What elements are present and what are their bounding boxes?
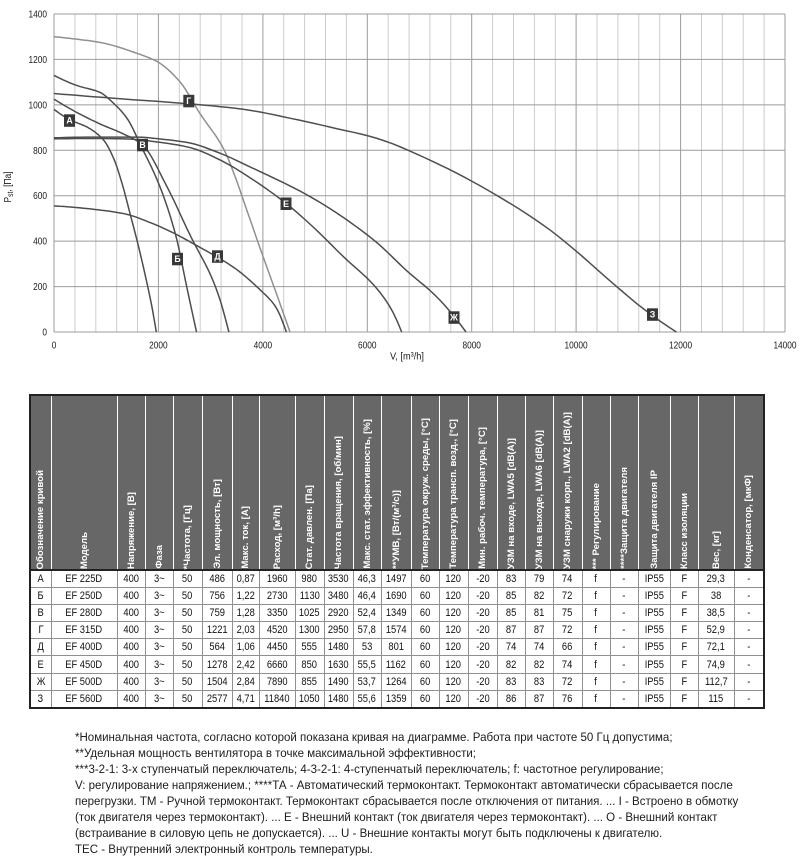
svg-text:4000: 4000 — [254, 341, 273, 352]
svg-text:Ж: Ж — [449, 313, 458, 323]
svg-text:2000: 2000 — [149, 341, 168, 352]
svg-text:V, [m³/h]: V, [m³/h] — [390, 352, 424, 363]
svg-text:Г: Г — [186, 96, 191, 106]
svg-text:Д: Д — [214, 252, 221, 262]
svg-text:600: 600 — [33, 191, 47, 202]
svg-text:0: 0 — [42, 328, 47, 339]
svg-text:10000: 10000 — [565, 341, 588, 352]
svg-text:В: В — [139, 140, 145, 150]
svg-text:1200: 1200 — [29, 55, 48, 66]
svg-text:Pst, [Па]: Pst, [Па] — [3, 171, 15, 202]
svg-text:14000: 14000 — [773, 341, 796, 352]
svg-text:1000: 1000 — [29, 100, 48, 111]
svg-text:Б: Б — [174, 254, 181, 264]
svg-text:6000: 6000 — [358, 341, 377, 352]
svg-text:12000: 12000 — [669, 341, 692, 352]
svg-text:А: А — [66, 116, 73, 126]
svg-text:Е: Е — [283, 199, 289, 209]
svg-text:1400: 1400 — [29, 10, 48, 21]
svg-text:400: 400 — [33, 237, 47, 248]
svg-text:8000: 8000 — [462, 341, 481, 352]
svg-text:800: 800 — [33, 146, 47, 157]
svg-text:З: З — [650, 310, 656, 320]
svg-text:0: 0 — [52, 341, 57, 352]
svg-text:200: 200 — [33, 282, 47, 293]
